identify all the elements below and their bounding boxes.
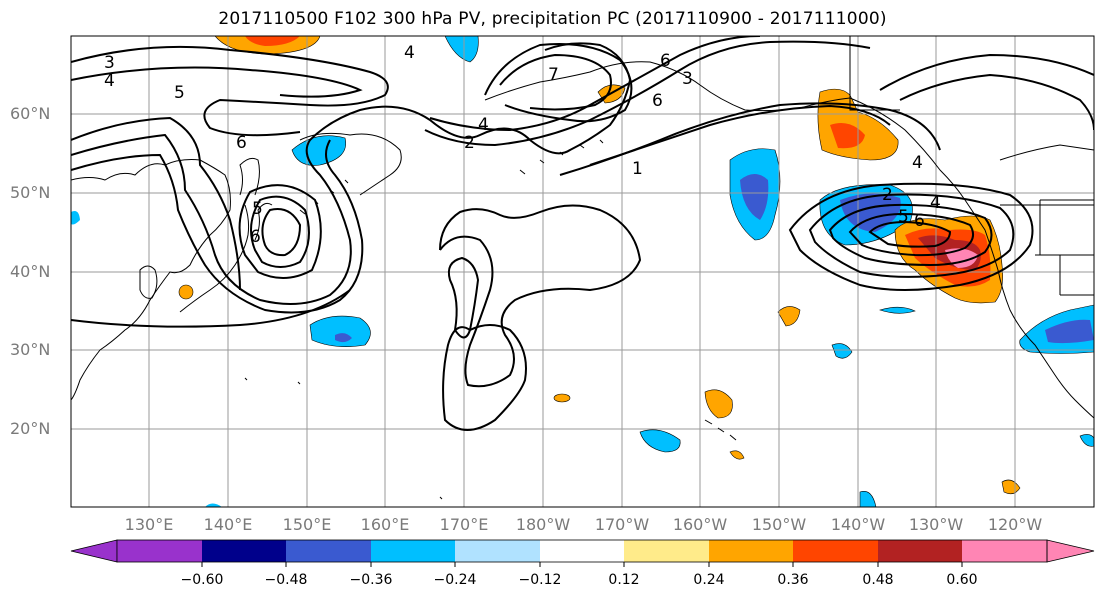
contour-label: 6 xyxy=(652,91,663,111)
colorbar-tick-label: −0.36 xyxy=(349,572,393,588)
lon-label: 160°W xyxy=(672,515,728,534)
colorbar-segment xyxy=(709,540,793,562)
graticule xyxy=(71,36,1094,507)
lon-label: 160°E xyxy=(360,515,410,534)
colorbar-tick-label: 0.12 xyxy=(608,572,640,588)
lat-label: 30°N xyxy=(10,340,51,359)
precip-negative-patch xyxy=(444,36,479,63)
colorbar-tick-label: −0.48 xyxy=(264,572,308,588)
contour-label: 4 xyxy=(404,43,415,63)
colorbar-tick-label: −0.24 xyxy=(433,572,477,588)
contour-label: 5 xyxy=(174,83,185,103)
precip-negative-patch xyxy=(291,135,347,166)
colorbar-segment xyxy=(286,540,371,562)
contour-label: 4 xyxy=(104,71,115,91)
lon-label: 140°E xyxy=(203,515,253,534)
colorbar-tick-label: 0.60 xyxy=(946,572,978,588)
lon-label: 180°W xyxy=(515,515,571,534)
contour-label: 5 xyxy=(898,207,909,227)
contour-label: 6 xyxy=(914,211,925,231)
colorbar-segment xyxy=(202,540,286,562)
contour-labels: 3 4 5 6 5 6 4 2 1 4 6 6 2 4 5 6 4 7 3 xyxy=(104,43,941,247)
colorbar xyxy=(70,539,1095,567)
colorbar-extend-high xyxy=(1046,539,1095,563)
map-frame xyxy=(70,35,1095,508)
precip-shading xyxy=(71,36,1094,507)
lon-label: 150°W xyxy=(751,515,807,534)
contour-label: 2 xyxy=(882,185,893,205)
colorbar-segment xyxy=(117,540,202,562)
lon-label: 170°E xyxy=(439,515,489,534)
map-plot-area: 3 4 5 6 5 6 4 2 1 4 6 6 2 4 5 6 4 7 3 xyxy=(71,36,1094,507)
colorbar-tick-label: 0.36 xyxy=(777,572,809,588)
contour-label: 1 xyxy=(632,159,643,179)
lat-label: 20°N xyxy=(10,419,51,438)
lon-label: 150°E xyxy=(282,515,332,534)
colorbar-tick-label: −0.12 xyxy=(518,572,562,588)
lon-label: 120°W xyxy=(987,515,1043,534)
contour-label: 3 xyxy=(682,69,693,89)
lat-label: 60°N xyxy=(10,104,51,123)
lat-label: 40°N xyxy=(10,262,51,281)
contour-label: 3 xyxy=(104,53,115,73)
colorbar-tick-label: 0.48 xyxy=(862,572,894,588)
contour-label: 6 xyxy=(250,227,261,247)
lon-label: 140°W xyxy=(830,515,886,534)
lat-label: 50°N xyxy=(10,183,51,202)
contour-label: 5 xyxy=(252,199,263,219)
lon-label: 130°W xyxy=(908,515,964,534)
map-title: 2017110500 F102 300 hPa PV, precipitatio… xyxy=(218,9,887,29)
pv-contours xyxy=(71,36,1094,431)
lon-label: 130°E xyxy=(124,515,174,534)
colorbar-segment xyxy=(793,540,878,562)
colorbar-segment xyxy=(624,540,709,562)
precip-negative-patch xyxy=(309,315,371,347)
colorbar-tick-label: 0.24 xyxy=(693,572,725,588)
colorbar-segment xyxy=(540,540,624,562)
contour-label: 4 xyxy=(930,193,941,213)
contour-label: 2 xyxy=(464,133,475,153)
contour-label: 4 xyxy=(478,115,489,135)
colorbar-tick-label: −0.60 xyxy=(180,572,224,588)
colorbar-segment xyxy=(962,540,1047,562)
colorbar-segment xyxy=(455,540,540,562)
contour-label: 6 xyxy=(660,51,671,71)
colorbar-segment xyxy=(878,540,962,562)
colorbar-segment xyxy=(371,540,455,562)
contour-label: 4 xyxy=(912,153,923,173)
contour-label: 6 xyxy=(236,133,247,153)
lon-label: 170°W xyxy=(594,515,650,534)
contour-label: 7 xyxy=(548,65,559,85)
colorbar-extend-low xyxy=(70,539,118,563)
